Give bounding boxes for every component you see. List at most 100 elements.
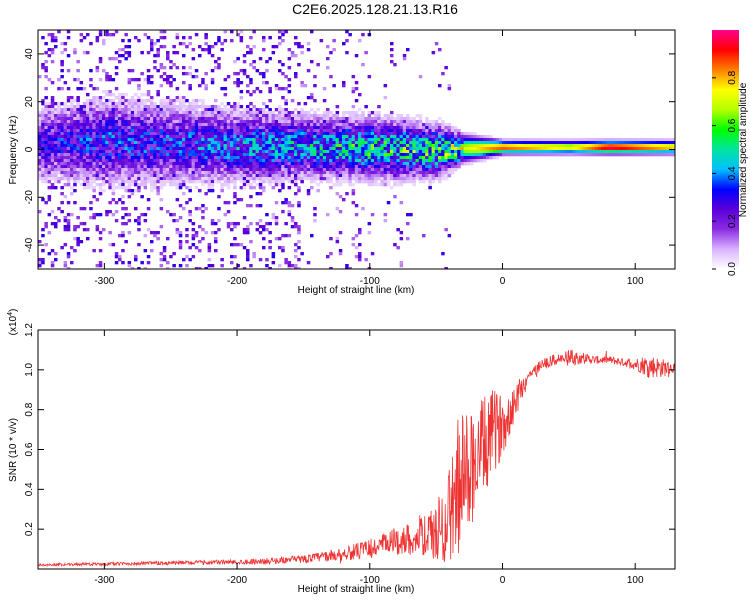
heatmap-cell bbox=[367, 231, 372, 235]
heatmap-cell bbox=[447, 150, 452, 154]
heatmap-cell bbox=[214, 180, 218, 184]
heatmap-cell bbox=[351, 126, 356, 130]
heatmap-cell bbox=[492, 138, 496, 142]
heatmap-cell bbox=[390, 135, 394, 139]
heatmap-cell bbox=[92, 156, 96, 160]
heatmap-cell bbox=[210, 69, 215, 73]
heatmap-cell bbox=[60, 108, 64, 112]
heatmap-cell bbox=[207, 123, 212, 127]
heatmap-cell bbox=[348, 159, 352, 163]
heatmap-cell bbox=[310, 114, 314, 118]
heatmap-cell bbox=[130, 129, 135, 133]
heatmap-cell bbox=[361, 177, 365, 181]
heatmap-cell bbox=[121, 144, 125, 148]
heatmap-cell bbox=[233, 138, 237, 142]
heatmap-cell bbox=[54, 135, 58, 139]
heatmap-cell bbox=[194, 159, 199, 163]
heatmap-cell bbox=[374, 153, 378, 157]
heatmap-cell bbox=[486, 141, 490, 145]
heatmap-cell bbox=[44, 144, 48, 148]
heatmap-cell bbox=[249, 195, 253, 199]
heatmap-cell bbox=[354, 153, 359, 157]
heatmap-cell bbox=[246, 129, 250, 133]
heatmap-cell bbox=[114, 132, 119, 136]
heatmap-cell bbox=[159, 30, 164, 34]
heatmap-cell bbox=[390, 147, 394, 151]
heatmap-cell bbox=[441, 150, 445, 154]
heatmap-cell bbox=[194, 99, 199, 103]
heatmap-cell bbox=[73, 147, 77, 151]
heatmap-cell bbox=[220, 258, 224, 262]
heatmap-cell bbox=[534, 138, 538, 142]
heatmap-cell bbox=[444, 126, 448, 130]
heatmap-cell bbox=[226, 144, 231, 148]
heatmap-cell bbox=[54, 123, 58, 127]
heatmap-cell bbox=[223, 153, 228, 157]
heatmap-cell bbox=[66, 87, 71, 91]
heatmap-cell bbox=[559, 141, 564, 145]
heatmap-cell bbox=[143, 123, 148, 127]
heatmap-cell bbox=[124, 108, 128, 112]
heatmap-cell bbox=[102, 90, 106, 94]
heatmap-cell bbox=[73, 144, 77, 148]
heatmap-cell bbox=[396, 174, 400, 178]
heatmap-cell bbox=[441, 168, 445, 172]
heatmap-cell bbox=[351, 165, 356, 169]
heatmap-cell bbox=[188, 126, 192, 130]
heatmap-cell bbox=[76, 141, 80, 145]
heatmap-cell bbox=[134, 258, 138, 262]
heatmap-cell bbox=[38, 75, 42, 79]
heatmap-cell bbox=[95, 141, 100, 145]
heatmap-cell bbox=[236, 198, 240, 202]
heatmap-cell bbox=[319, 165, 324, 169]
heatmap-cell bbox=[287, 201, 292, 205]
snr-y-ticks: 0.20.40.60.81.01.2 bbox=[24, 323, 675, 536]
heatmap-cell bbox=[223, 147, 228, 151]
heatmap-cell bbox=[82, 126, 87, 130]
heatmap-cell bbox=[86, 105, 90, 109]
heatmap-cell bbox=[50, 141, 55, 145]
heatmap-cell bbox=[57, 120, 61, 124]
heatmap-cell bbox=[274, 84, 279, 88]
heatmap-cell bbox=[194, 171, 199, 175]
heatmap-cell bbox=[166, 138, 170, 142]
heatmap-cell bbox=[281, 111, 285, 115]
heatmap-cell bbox=[409, 135, 413, 139]
heatmap-cell bbox=[50, 261, 55, 265]
heatmap-cell bbox=[60, 201, 64, 205]
heatmap-cell bbox=[201, 135, 205, 139]
heatmap-cell bbox=[239, 129, 244, 133]
heatmap-cell bbox=[185, 138, 189, 142]
heatmap-cell bbox=[393, 159, 397, 163]
heatmap-cell bbox=[393, 243, 397, 247]
heatmap-cell bbox=[239, 150, 244, 154]
heatmap-cell bbox=[226, 171, 231, 175]
heatmap-cell bbox=[278, 150, 282, 154]
heatmap-cell bbox=[76, 171, 80, 175]
heatmap-cell bbox=[178, 117, 183, 121]
heatmap-cell bbox=[76, 243, 80, 247]
heatmap-cell bbox=[396, 126, 400, 130]
heatmap-cell bbox=[162, 183, 167, 187]
heatmap-cell bbox=[172, 141, 176, 145]
heatmap-cell bbox=[63, 195, 68, 199]
heatmap-cell bbox=[258, 165, 263, 169]
heatmap-cell bbox=[262, 174, 266, 178]
heatmap-cell bbox=[44, 51, 48, 55]
heatmap-cell bbox=[284, 177, 288, 181]
heatmap-cell bbox=[98, 189, 103, 193]
heatmap-cell bbox=[210, 156, 215, 160]
heatmap-cell bbox=[290, 156, 295, 160]
colorbar-tick-label: 0.8 bbox=[727, 70, 738, 84]
heatmap-cell bbox=[278, 114, 282, 118]
heatmap-cell bbox=[95, 87, 100, 91]
heatmap-cell bbox=[338, 153, 343, 157]
heatmap-cell bbox=[338, 126, 343, 130]
heatmap-cell bbox=[489, 138, 493, 142]
y-tick-label: 1.0 bbox=[24, 362, 35, 376]
heatmap-cell bbox=[54, 177, 58, 181]
heatmap-cell bbox=[274, 162, 279, 166]
heatmap-cell bbox=[156, 111, 160, 115]
heatmap-cell bbox=[223, 213, 228, 217]
